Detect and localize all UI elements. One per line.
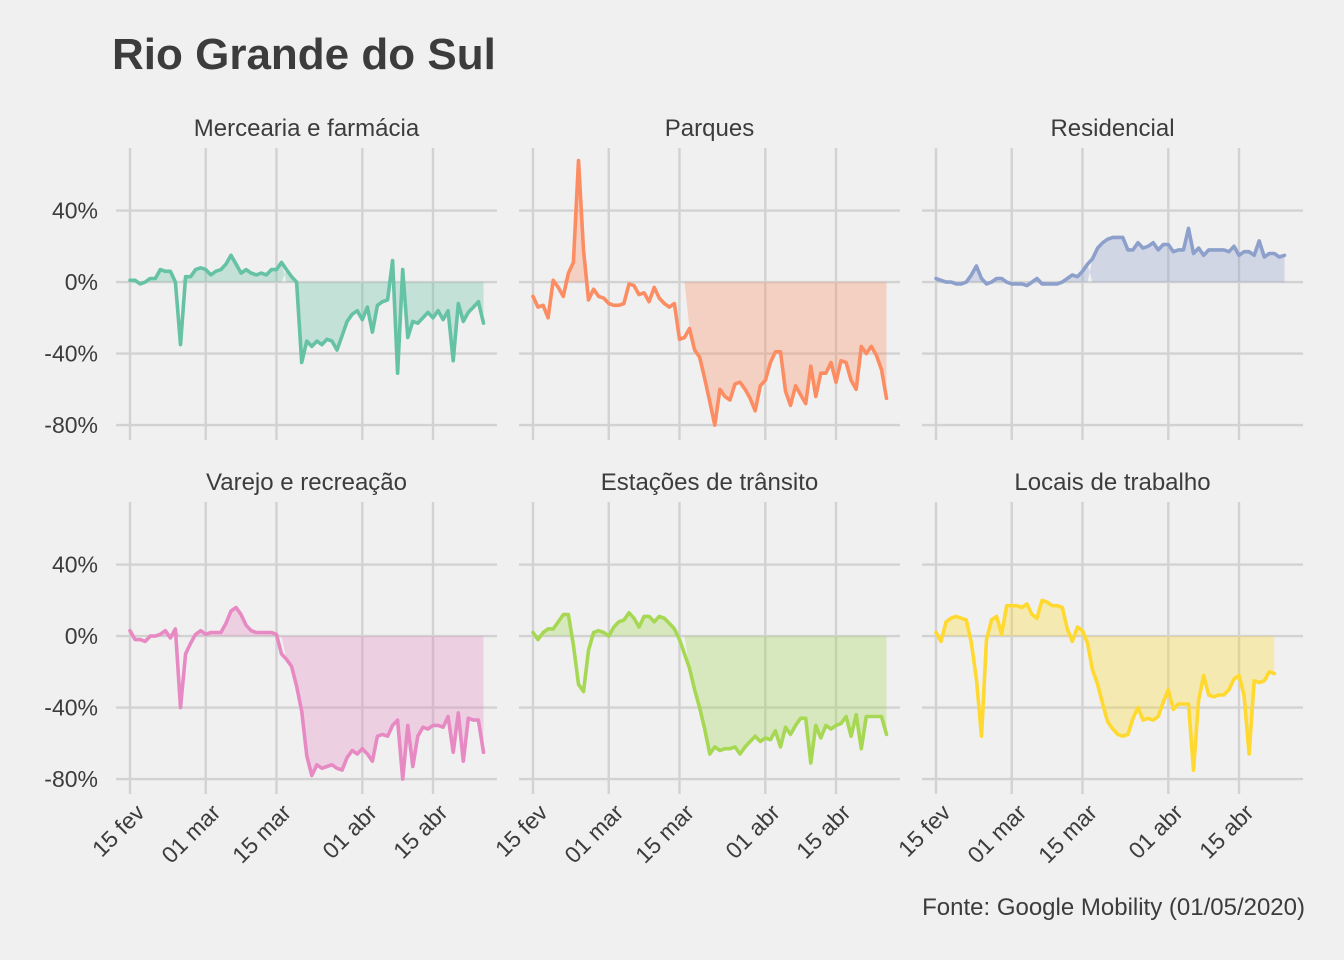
panel-5: Estações de trânsito 15 fev 01 mar 15 mar 01… (490, 469, 900, 868)
y-tick-label: -40% (44, 341, 98, 367)
area-ribbon (533, 160, 887, 426)
panel-title: Mercearia e farmácia (194, 115, 420, 142)
x-tick-label: 01 mar (156, 799, 225, 868)
area-ribbon (130, 607, 484, 780)
x-tick-label: 15 abr (388, 799, 453, 864)
y-tick-label: 0% (65, 269, 98, 295)
series-line (128, 605, 486, 781)
panel-6: Locais de trabalho 15 fev 01 mar 15 mar 01 a… (893, 469, 1303, 868)
x-tick-label: 15 mar (227, 799, 296, 868)
x-tick-label: 01 mar (962, 799, 1031, 868)
x-tick-label: 15 mar (630, 799, 699, 868)
y-tick-label: 40% (52, 552, 98, 578)
panel-title: Locais de trabalho (1014, 469, 1210, 496)
area-ribbon (936, 228, 1285, 283)
x-tick-label: 15 mar (1033, 799, 1102, 868)
series-line (531, 610, 889, 765)
x-tick-label: 15 fev (490, 799, 553, 862)
y-tick-label: -40% (44, 695, 98, 721)
series-line (934, 226, 1287, 288)
x-tick-label: 01 mar (559, 799, 628, 868)
panel-3: Residencial (922, 115, 1303, 440)
x-tick-label: 01 abr (720, 799, 785, 864)
y-tick-label: -80% (44, 412, 98, 438)
area-ribbon (936, 600, 1275, 771)
chart-title: Rio Grande do Sul (112, 30, 496, 79)
area-ribbon (533, 612, 887, 763)
panel-title: Residencial (1050, 115, 1174, 142)
series-line (128, 253, 486, 376)
panel-1: Mercearia e farmácia 40% 0% -40% -80% (44, 115, 497, 440)
x-tick-label: 01 abr (317, 799, 382, 864)
x-tick-label: 15 fev (893, 799, 956, 862)
panel-title: Estações de trânsito (601, 469, 818, 496)
x-tick-label: 01 abr (1123, 799, 1188, 864)
x-tick-label: 15 fev (87, 799, 150, 862)
chart-caption: Fonte: Google Mobility (01/05/2020) (922, 894, 1305, 921)
panel-title: Varejo e recreação (206, 469, 407, 496)
y-tick-label: 40% (52, 198, 98, 224)
series-line (531, 158, 889, 427)
panel-2: Parques (519, 115, 900, 440)
y-tick-label: -80% (44, 766, 98, 792)
x-tick-label: 15 abr (1194, 799, 1259, 864)
y-tick-label: 0% (65, 623, 98, 649)
series-line (934, 598, 1277, 772)
panel-title: Parques (665, 115, 754, 142)
x-tick-label: 15 abr (791, 799, 856, 864)
